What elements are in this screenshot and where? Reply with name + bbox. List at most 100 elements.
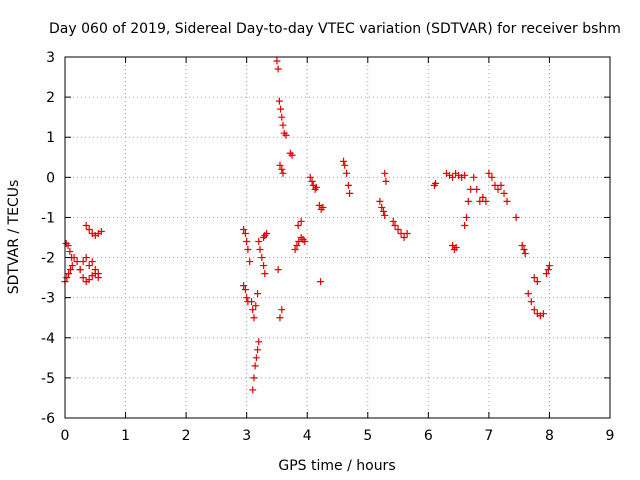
data-point bbox=[241, 229, 249, 237]
x-tick-label: 7 bbox=[484, 428, 493, 444]
data-point bbox=[315, 201, 323, 209]
data-point bbox=[85, 276, 93, 284]
data-point bbox=[276, 161, 284, 169]
data-point bbox=[381, 169, 389, 177]
data-point bbox=[250, 374, 258, 382]
data-point bbox=[397, 229, 405, 237]
data-point bbox=[461, 171, 469, 179]
data-point bbox=[467, 185, 475, 193]
data-point bbox=[79, 274, 87, 282]
plot-frame bbox=[64, 56, 611, 419]
data-point bbox=[462, 213, 470, 221]
data-point bbox=[88, 258, 96, 266]
y-tick-label: -3 bbox=[41, 291, 55, 307]
y-tick-label: -1 bbox=[41, 210, 55, 226]
data-point bbox=[260, 262, 268, 270]
data-point bbox=[545, 262, 553, 270]
data-point bbox=[250, 314, 258, 322]
data-point bbox=[291, 246, 299, 254]
data-point bbox=[389, 217, 397, 225]
data-point bbox=[512, 213, 520, 221]
data-point bbox=[449, 173, 457, 181]
data-point bbox=[464, 197, 472, 205]
data-point bbox=[85, 225, 93, 233]
data-point bbox=[394, 225, 402, 233]
data-point bbox=[278, 113, 286, 121]
data-point bbox=[276, 314, 284, 322]
data-point bbox=[65, 270, 73, 278]
data-point bbox=[275, 97, 283, 105]
data-point bbox=[476, 197, 484, 205]
data-point bbox=[248, 298, 256, 306]
x-tick-labels: 0 1 2 3 4 5 6 7 8 9 bbox=[61, 428, 615, 444]
data-point bbox=[340, 157, 348, 165]
data-point bbox=[482, 197, 490, 205]
data-point bbox=[274, 266, 282, 274]
x-tick-label: 1 bbox=[121, 428, 130, 444]
data-point bbox=[243, 294, 251, 302]
data-point bbox=[521, 250, 529, 258]
x-tick-label: 5 bbox=[363, 428, 372, 444]
data-point bbox=[341, 161, 349, 169]
data-point bbox=[240, 282, 248, 290]
y-tick-label: 3 bbox=[46, 50, 55, 66]
data-point bbox=[344, 181, 352, 189]
data-point bbox=[301, 238, 309, 246]
data-point bbox=[527, 298, 535, 306]
y-tick-label: 1 bbox=[46, 130, 55, 146]
data-point bbox=[82, 221, 90, 229]
data-point bbox=[500, 189, 508, 197]
data-point bbox=[530, 306, 538, 314]
data-point bbox=[278, 306, 286, 314]
data-point bbox=[249, 306, 257, 314]
data-point bbox=[432, 179, 440, 187]
data-point bbox=[255, 238, 263, 246]
data-point bbox=[378, 203, 386, 211]
data-point bbox=[400, 234, 408, 241]
data-point bbox=[258, 254, 266, 262]
data-point bbox=[79, 258, 87, 266]
data-point bbox=[346, 189, 354, 197]
data-point bbox=[64, 242, 72, 250]
x-tick-label: 2 bbox=[182, 428, 191, 444]
data-point bbox=[308, 177, 316, 185]
data-point bbox=[380, 207, 388, 215]
data-point bbox=[278, 165, 286, 173]
data-point bbox=[319, 203, 327, 211]
data-point bbox=[97, 227, 105, 235]
x-tick-label: 3 bbox=[242, 428, 251, 444]
data-point bbox=[76, 266, 84, 274]
data-point bbox=[533, 278, 541, 286]
y-tick-label: -6 bbox=[41, 411, 55, 427]
data-point bbox=[544, 266, 552, 274]
data-point bbox=[249, 386, 257, 394]
data-point bbox=[288, 151, 296, 159]
data-point bbox=[274, 65, 282, 73]
data-point bbox=[343, 169, 351, 177]
data-point bbox=[452, 244, 460, 252]
data-point bbox=[382, 177, 390, 185]
y-tick-labels: 3 2 1 0 -1 -2 -3 -4 -5 -6 bbox=[41, 50, 55, 427]
data-point bbox=[73, 258, 81, 266]
data-point bbox=[82, 254, 90, 262]
data-point bbox=[255, 338, 263, 346]
data-point bbox=[297, 217, 305, 225]
axis-ticks bbox=[64, 56, 611, 419]
data-point bbox=[240, 225, 248, 233]
data-point bbox=[491, 181, 499, 189]
data-point bbox=[254, 346, 262, 354]
data-point bbox=[403, 229, 411, 237]
data-point bbox=[485, 169, 493, 177]
data-point bbox=[449, 242, 457, 250]
y-axis-label: SDTVAR / TECUs bbox=[6, 180, 22, 295]
data-point bbox=[246, 258, 254, 266]
data-point bbox=[244, 246, 252, 254]
x-tick-label: 9 bbox=[606, 428, 615, 444]
data-point bbox=[254, 290, 262, 298]
data-point bbox=[66, 266, 74, 274]
data-point bbox=[243, 238, 251, 246]
chart-title: Day 060 of 2019, Sidereal Day-to-day VTE… bbox=[49, 21, 621, 37]
data-point bbox=[66, 248, 74, 256]
y-tick-label: 2 bbox=[46, 90, 55, 106]
